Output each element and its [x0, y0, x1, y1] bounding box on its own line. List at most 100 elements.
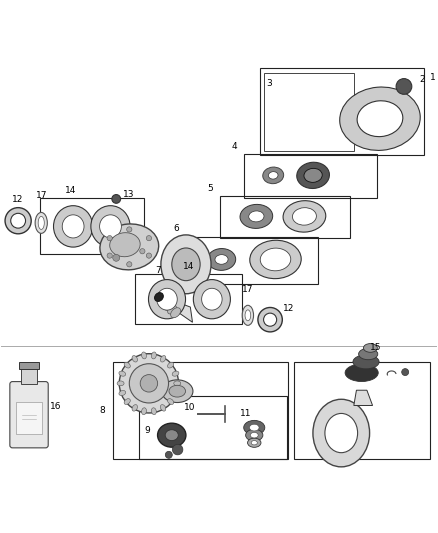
- Circle shape: [173, 445, 183, 455]
- Ellipse shape: [124, 362, 130, 368]
- Ellipse shape: [242, 305, 254, 325]
- Text: 17: 17: [35, 191, 47, 200]
- Text: 16: 16: [50, 401, 61, 410]
- Ellipse shape: [160, 299, 167, 305]
- Text: 2: 2: [419, 75, 425, 84]
- Circle shape: [258, 308, 283, 332]
- Ellipse shape: [168, 305, 177, 314]
- Ellipse shape: [215, 255, 228, 264]
- Ellipse shape: [168, 399, 174, 405]
- Ellipse shape: [152, 352, 156, 359]
- Circle shape: [5, 208, 31, 234]
- Circle shape: [140, 375, 158, 392]
- Bar: [113, 362, 288, 459]
- Ellipse shape: [162, 380, 193, 402]
- Bar: [139, 396, 287, 459]
- Text: 8: 8: [99, 406, 105, 415]
- Circle shape: [11, 213, 25, 228]
- Ellipse shape: [168, 362, 174, 368]
- Ellipse shape: [160, 356, 166, 362]
- Ellipse shape: [157, 288, 177, 310]
- Ellipse shape: [174, 381, 181, 386]
- Bar: [186, 237, 318, 284]
- Ellipse shape: [172, 248, 200, 281]
- Bar: [293, 362, 430, 459]
- Circle shape: [396, 78, 412, 94]
- Ellipse shape: [152, 408, 156, 415]
- Ellipse shape: [251, 441, 257, 445]
- Ellipse shape: [62, 215, 84, 238]
- Text: 4: 4: [232, 142, 237, 150]
- Bar: [265, 72, 354, 151]
- Ellipse shape: [148, 280, 186, 319]
- Text: 11: 11: [240, 409, 251, 418]
- Circle shape: [113, 254, 120, 261]
- Ellipse shape: [353, 355, 379, 369]
- Ellipse shape: [240, 204, 273, 229]
- Ellipse shape: [325, 414, 357, 453]
- Ellipse shape: [246, 429, 263, 441]
- Ellipse shape: [207, 248, 236, 270]
- Bar: [19, 362, 39, 369]
- Ellipse shape: [165, 303, 172, 310]
- Ellipse shape: [141, 352, 146, 359]
- Ellipse shape: [132, 356, 138, 362]
- Ellipse shape: [119, 391, 126, 395]
- Ellipse shape: [297, 162, 329, 189]
- Text: 17: 17: [242, 285, 254, 294]
- Ellipse shape: [250, 240, 301, 279]
- Circle shape: [107, 253, 112, 258]
- Ellipse shape: [193, 280, 230, 319]
- Ellipse shape: [263, 167, 284, 184]
- Ellipse shape: [283, 201, 326, 232]
- Ellipse shape: [268, 172, 278, 179]
- Circle shape: [264, 313, 277, 326]
- Ellipse shape: [161, 235, 211, 294]
- Text: 3: 3: [267, 79, 272, 88]
- Circle shape: [127, 262, 132, 267]
- Ellipse shape: [345, 364, 378, 382]
- Circle shape: [165, 451, 172, 458]
- Text: 9: 9: [145, 426, 150, 435]
- Circle shape: [146, 253, 152, 258]
- Circle shape: [127, 227, 132, 232]
- Ellipse shape: [110, 233, 140, 257]
- Circle shape: [402, 369, 409, 376]
- Ellipse shape: [245, 310, 251, 321]
- Text: 12: 12: [283, 304, 295, 313]
- Ellipse shape: [250, 424, 259, 431]
- Ellipse shape: [304, 168, 322, 182]
- Ellipse shape: [99, 215, 121, 238]
- Ellipse shape: [172, 371, 179, 376]
- Circle shape: [129, 364, 169, 403]
- Text: 6: 6: [174, 224, 180, 233]
- Polygon shape: [154, 294, 193, 322]
- Text: 14: 14: [183, 262, 194, 271]
- Bar: [40, 198, 144, 254]
- Ellipse shape: [172, 391, 179, 395]
- Text: 12: 12: [12, 195, 24, 204]
- Ellipse shape: [293, 208, 316, 225]
- FancyBboxPatch shape: [10, 382, 48, 448]
- Ellipse shape: [141, 408, 146, 415]
- Text: 10: 10: [184, 403, 195, 412]
- Ellipse shape: [100, 224, 159, 270]
- Ellipse shape: [171, 308, 180, 318]
- Bar: [260, 68, 424, 155]
- Text: 13: 13: [123, 190, 134, 199]
- Ellipse shape: [91, 206, 130, 247]
- Text: 5: 5: [208, 184, 213, 193]
- Ellipse shape: [169, 385, 186, 397]
- Ellipse shape: [249, 211, 264, 222]
- Text: 1: 1: [430, 72, 436, 82]
- Ellipse shape: [38, 216, 44, 229]
- Ellipse shape: [158, 423, 186, 447]
- Ellipse shape: [357, 101, 403, 136]
- Ellipse shape: [313, 399, 370, 467]
- Ellipse shape: [132, 405, 138, 411]
- Bar: [244, 154, 377, 198]
- Ellipse shape: [244, 421, 265, 435]
- Circle shape: [112, 195, 120, 203]
- Ellipse shape: [119, 371, 126, 376]
- Ellipse shape: [124, 399, 130, 405]
